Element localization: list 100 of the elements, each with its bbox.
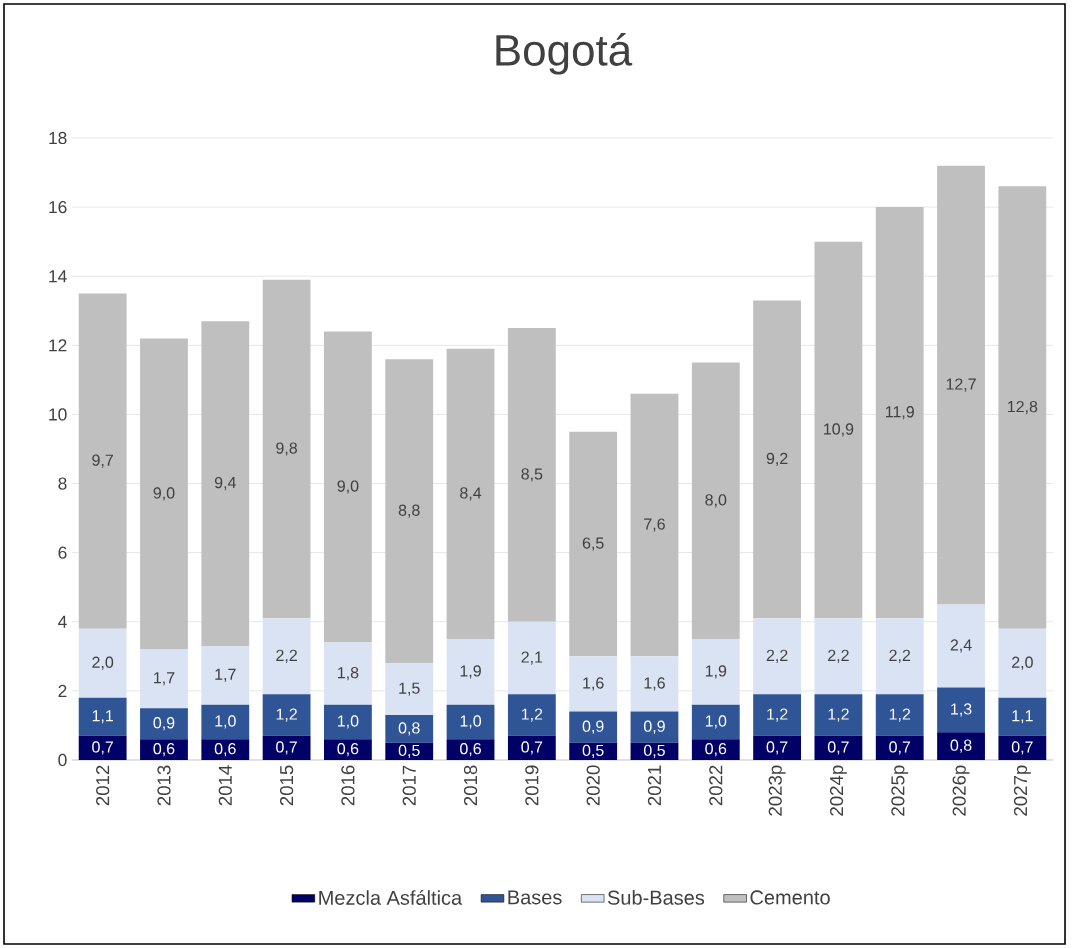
- bar: [262, 279, 311, 619]
- x-tick-label: 2014: [218, 765, 232, 806]
- bar: [446, 704, 495, 740]
- x-tick-label: 2022: [709, 765, 723, 806]
- bar: [998, 697, 1047, 736]
- data-label: 1,8: [338, 666, 359, 681]
- bar: [507, 694, 556, 736]
- data-label: 9,0: [337, 480, 359, 494]
- data-label: 1,7: [154, 672, 175, 686]
- bar: [875, 735, 924, 760]
- bar: [691, 362, 740, 640]
- data-label: 8,0: [705, 494, 727, 508]
- y-tick-label: 4: [58, 615, 67, 628]
- data-label: 0,6: [214, 743, 236, 757]
- bar: [507, 621, 556, 695]
- bar: [446, 348, 495, 640]
- data-label: 1,3: [951, 703, 972, 717]
- data-label: 1,0: [338, 715, 359, 729]
- bar: [140, 739, 188, 760]
- data-label: 0,7: [827, 741, 849, 755]
- y-tick-label: 6: [58, 546, 67, 559]
- x-tick-label: 2020: [586, 765, 600, 806]
- bar: [201, 704, 250, 740]
- bar: [937, 732, 985, 760]
- x-tick-label: 2018: [463, 765, 478, 806]
- data-label: 1,7: [215, 668, 236, 682]
- bar: [937, 687, 985, 733]
- bar: [201, 645, 250, 705]
- data-label: 0,6: [337, 743, 359, 757]
- bar: [262, 694, 311, 736]
- y-tick-label: 10: [49, 408, 67, 421]
- bar: [201, 321, 250, 646]
- bar: [140, 338, 188, 650]
- bar: [814, 735, 863, 760]
- bar: [140, 649, 188, 709]
- data-label: 2,0: [92, 656, 114, 670]
- bar: [630, 393, 679, 657]
- bar: [78, 293, 127, 629]
- data-label: 2,2: [766, 649, 788, 663]
- data-label: 0,8: [950, 739, 972, 753]
- bar: [998, 735, 1047, 760]
- bar: [569, 656, 618, 712]
- data-label: 1,2: [276, 708, 297, 722]
- data-label: 11,9: [885, 406, 914, 420]
- bar: [446, 639, 495, 705]
- data-label: 9,2: [766, 452, 788, 466]
- data-label: 2,4: [950, 639, 972, 653]
- data-label: 12,7: [946, 378, 976, 392]
- bar: [446, 739, 495, 760]
- data-label: 2,0: [1012, 656, 1033, 670]
- data-label: 0,6: [705, 743, 727, 757]
- bar: [630, 656, 679, 712]
- data-label: 1,0: [460, 715, 482, 729]
- x-tick-label: 2015: [279, 765, 294, 806]
- data-label: 9,7: [92, 454, 113, 468]
- data-label: 1,0: [705, 715, 727, 729]
- data-label: 0,5: [643, 744, 665, 758]
- bar: [998, 628, 1047, 698]
- y-tick-label: 0: [58, 753, 67, 767]
- data-label: 10,9: [824, 423, 854, 437]
- bar: [691, 639, 740, 705]
- data-label: 1,9: [705, 665, 727, 679]
- bar: [324, 739, 372, 760]
- bar: [78, 735, 127, 760]
- data-label: 2,2: [828, 649, 849, 663]
- chart-title: Bogotá: [496, 33, 633, 75]
- data-label: 0,5: [582, 744, 604, 758]
- x-tick-label: 2027p: [1013, 765, 1031, 816]
- bar: [262, 618, 311, 695]
- bar: [201, 739, 250, 760]
- bar: [324, 331, 372, 643]
- data-label: 1,2: [521, 708, 543, 722]
- data-label: 2,2: [889, 649, 911, 663]
- bar: [78, 628, 127, 698]
- bar: [630, 711, 679, 743]
- y-tick-label: 2: [58, 684, 67, 697]
- bar: [324, 704, 372, 740]
- legend-label: Sub-Bases: [607, 890, 705, 905]
- data-label: 0,8: [398, 722, 420, 736]
- bar: [937, 604, 985, 688]
- bar: [998, 186, 1047, 629]
- data-label: 0,7: [521, 741, 543, 755]
- x-tick-label: 2017: [402, 765, 416, 806]
- legend-label: Cemento: [750, 890, 830, 905]
- bar: [385, 663, 434, 716]
- x-tick-label: 2025p: [891, 765, 909, 816]
- bar: [753, 735, 802, 760]
- bar: [507, 328, 556, 622]
- data-label: 0,7: [92, 741, 113, 755]
- y-tick-label: 14: [49, 270, 67, 283]
- data-label: 2,2: [276, 649, 297, 663]
- data-label: 1,1: [92, 710, 113, 724]
- data-label: 1,6: [583, 677, 604, 691]
- bar: [691, 704, 740, 740]
- bar: [753, 694, 802, 736]
- y-tick-label: 8: [58, 477, 67, 490]
- x-tick-label: 2013: [157, 765, 171, 806]
- x-tick-label: 2019: [525, 765, 539, 806]
- data-label: 0,7: [766, 741, 788, 755]
- bar: [385, 715, 434, 743]
